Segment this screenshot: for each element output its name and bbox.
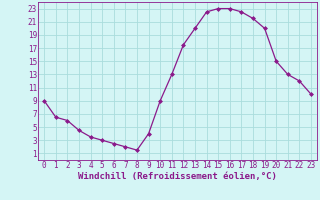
X-axis label: Windchill (Refroidissement éolien,°C): Windchill (Refroidissement éolien,°C) — [78, 172, 277, 181]
